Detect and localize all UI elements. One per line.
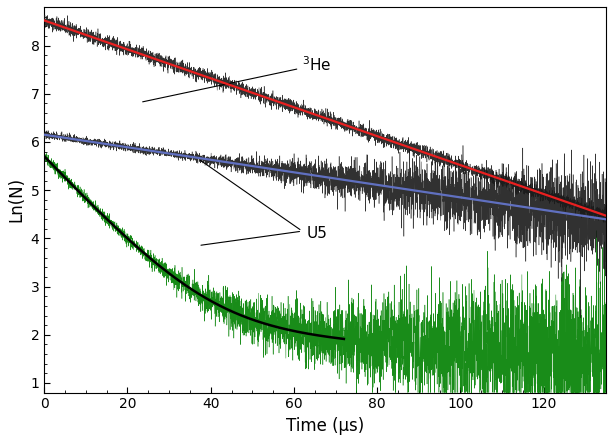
- Text: $^{3}$He: $^{3}$He: [143, 55, 332, 102]
- Text: U5: U5: [306, 226, 327, 241]
- Y-axis label: Ln(N): Ln(N): [7, 177, 25, 222]
- X-axis label: Time (μs): Time (μs): [286, 417, 364, 435]
